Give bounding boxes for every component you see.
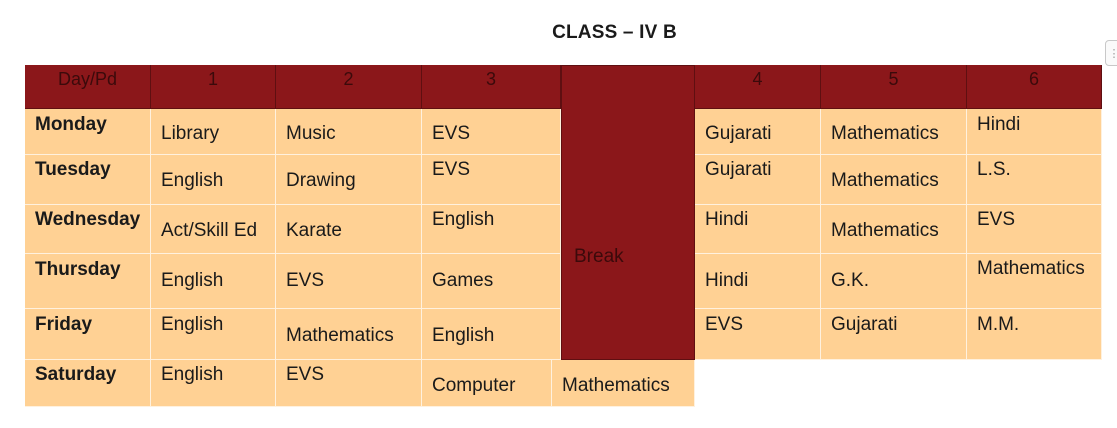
cell-friday-6: M.M. bbox=[967, 309, 1102, 360]
cell-thursday-3: Games bbox=[422, 254, 561, 309]
cell-friday-2: Mathematics bbox=[276, 309, 422, 360]
cell-thursday-4: Hindi bbox=[695, 254, 821, 309]
cell-friday-5: Gujarati bbox=[821, 309, 967, 360]
break-label: Break bbox=[574, 246, 624, 267]
cell-monday-5: Mathematics bbox=[821, 109, 967, 155]
cell-thursday-6: Mathematics bbox=[967, 254, 1102, 309]
header-period-3: 3 bbox=[422, 65, 561, 109]
cell-monday-6: Hindi bbox=[967, 109, 1102, 155]
cell-tuesday-2: Drawing bbox=[276, 155, 422, 205]
day-wednesday: Wednesday bbox=[25, 205, 151, 254]
cell-saturday-3: Computer bbox=[422, 360, 552, 407]
cell-thursday-1: English bbox=[151, 254, 276, 309]
day-monday: Monday bbox=[25, 109, 151, 155]
day-saturday: Saturday bbox=[25, 360, 151, 407]
cell-wednesday-4: Hindi bbox=[695, 205, 821, 254]
cell-wednesday-3: English bbox=[422, 205, 561, 254]
day-tuesday: Tuesday bbox=[25, 155, 151, 205]
cell-monday-3: EVS bbox=[422, 109, 561, 155]
header-period-4: 4 bbox=[695, 65, 821, 109]
cell-tuesday-5: Mathematics bbox=[821, 155, 967, 205]
cell-wednesday-2: Karate bbox=[276, 205, 422, 254]
cell-tuesday-1: English bbox=[151, 155, 276, 205]
cell-wednesday-1: Act/Skill Ed bbox=[151, 205, 276, 254]
cell-wednesday-5: Mathematics bbox=[821, 205, 967, 254]
header-period-5: 5 bbox=[821, 65, 967, 109]
vertical-dots-icon[interactable]: ⋮ bbox=[1105, 40, 1117, 66]
cell-friday-3: English bbox=[422, 309, 561, 360]
day-thursday: Thursday bbox=[25, 254, 151, 309]
break-column: Break bbox=[561, 65, 695, 360]
cell-monday-4: Gujarati bbox=[695, 109, 821, 155]
cell-saturday-2: EVS bbox=[276, 360, 422, 407]
cell-thursday-5: G.K. bbox=[821, 254, 967, 309]
cell-saturday-4: Mathematics bbox=[552, 360, 695, 407]
page-title: CLASS – IV B bbox=[552, 22, 677, 43]
header-period-6: 6 bbox=[967, 65, 1102, 109]
cell-friday-1: English bbox=[151, 309, 276, 360]
day-friday: Friday bbox=[25, 309, 151, 360]
cell-thursday-2: EVS bbox=[276, 254, 422, 309]
header-day-pd: Day/Pd bbox=[25, 65, 151, 109]
header-period-1: 1 bbox=[151, 65, 276, 109]
cell-tuesday-6: L.S. bbox=[967, 155, 1102, 205]
cell-friday-4: EVS bbox=[695, 309, 821, 360]
cell-saturday-1: English bbox=[151, 360, 276, 407]
cell-monday-2: Music bbox=[276, 109, 422, 155]
cell-tuesday-3: EVS bbox=[422, 155, 561, 205]
cell-tuesday-4: Gujarati bbox=[695, 155, 821, 205]
cell-monday-1: Library bbox=[151, 109, 276, 155]
cell-wednesday-6: EVS bbox=[967, 205, 1102, 254]
header-period-2: 2 bbox=[276, 65, 422, 109]
